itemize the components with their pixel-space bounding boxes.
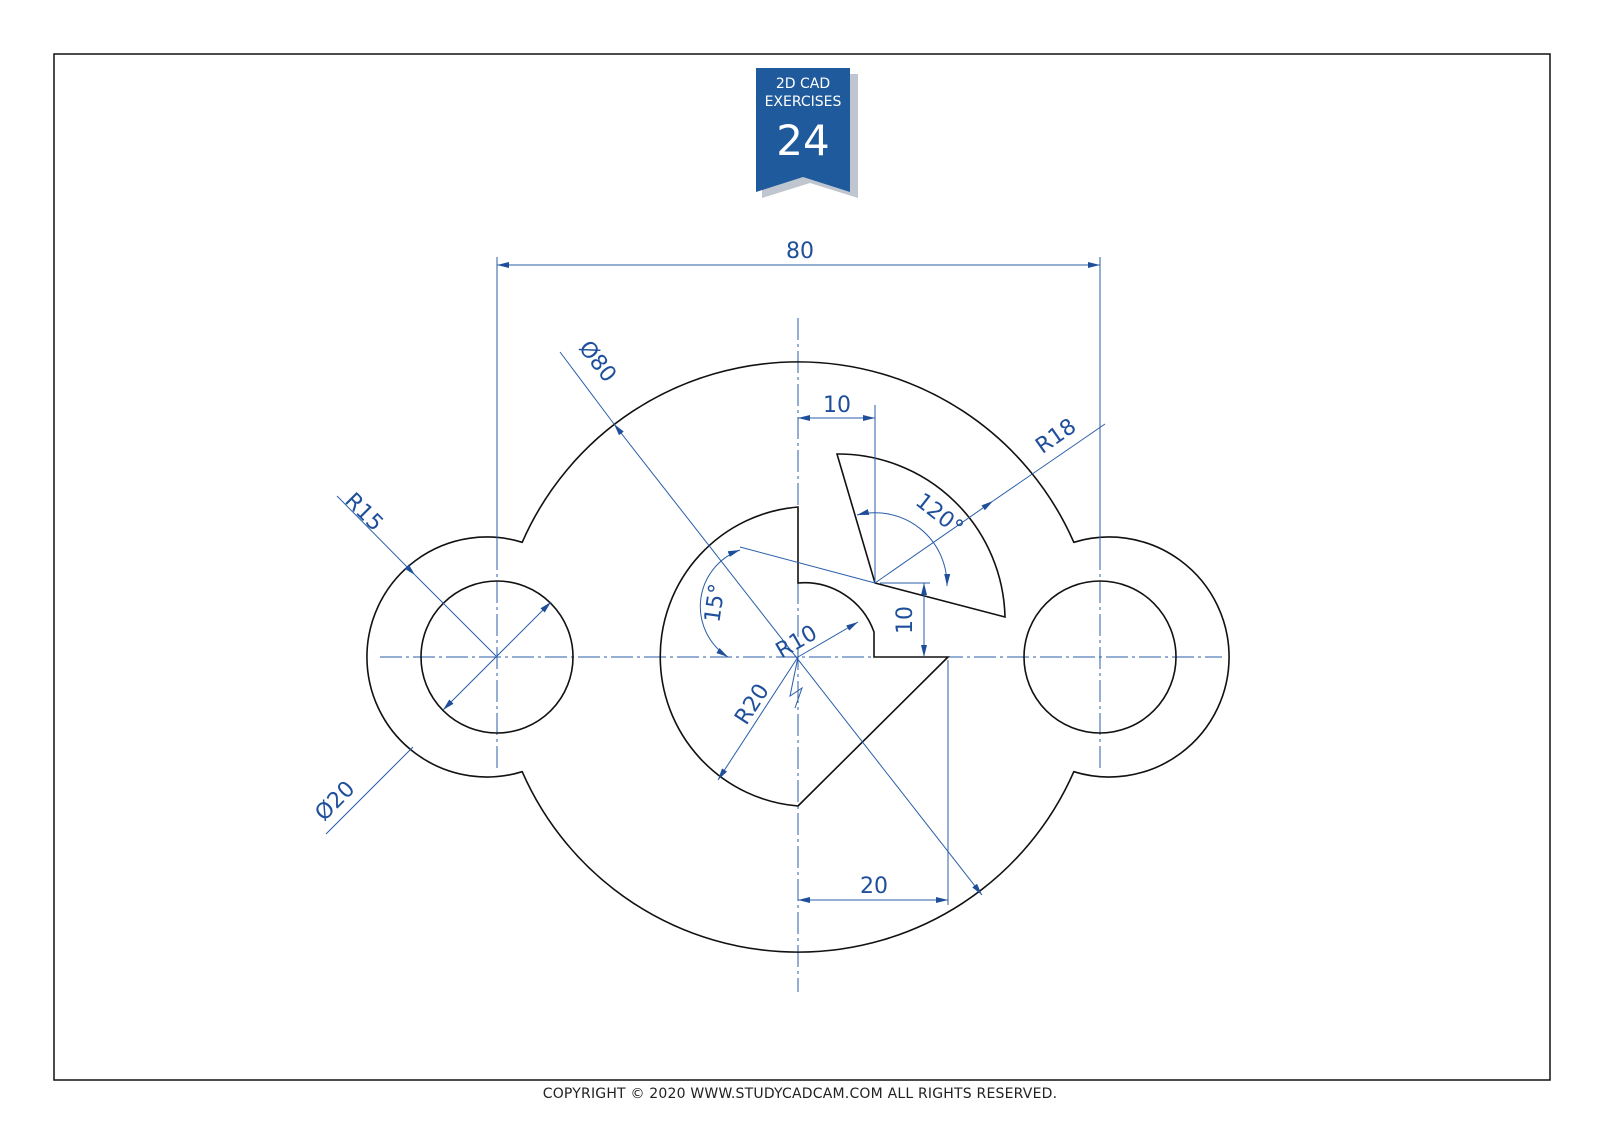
- dim-hole-diameter: Ø20: [311, 777, 361, 827]
- dim-lug-radius: R15: [339, 488, 387, 536]
- dimension-lines: [325, 257, 1106, 905]
- dim-center-radius: R20: [730, 680, 775, 730]
- badge-line2: EXERCISES: [765, 94, 842, 110]
- dim-sector-offset: 10: [823, 393, 851, 418]
- badge-line1: 2D CAD: [776, 76, 830, 92]
- left-hole: [420, 580, 574, 734]
- dim-tilt-angle: 15°: [700, 582, 730, 624]
- sheet-border: [53, 53, 1551, 1081]
- copyright-footer: COPYRIGHT © 2020 WWW.STUDYCADCAM.COM ALL…: [542, 1086, 1058, 1102]
- dim-notch-width: 20: [860, 874, 888, 899]
- exercise-badge: 2D CAD EXERCISES 24: [756, 68, 858, 198]
- dimension-texts: 80 Ø80 10 R18 120° R15 Ø20 15° R10 R20 1…: [311, 239, 1082, 899]
- dim-sector-radius: R18: [1031, 414, 1081, 459]
- sector-slot: [835, 453, 1006, 619]
- dim-overall-width: 80: [786, 239, 814, 264]
- right-hole: [1023, 580, 1177, 734]
- badge-number: 24: [776, 116, 829, 165]
- dim-notch-height: 10: [893, 606, 918, 634]
- dim-sector-angle: 120°: [910, 489, 967, 541]
